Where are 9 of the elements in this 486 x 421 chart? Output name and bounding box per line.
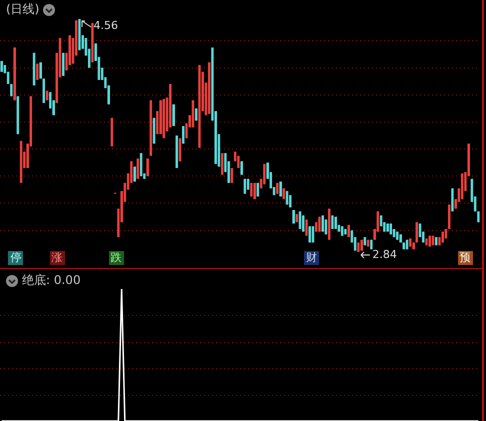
annotation: 4.56 bbox=[93, 18, 118, 32]
annotation: 跌 bbox=[108, 251, 124, 265]
annotation: 涨 bbox=[50, 251, 65, 265]
chart-title: (日线) bbox=[6, 1, 40, 18]
chart-title: 绝底: 0.00 bbox=[22, 272, 81, 289]
annotation: 预 bbox=[458, 251, 473, 265]
annotation: 停 bbox=[8, 251, 24, 265]
annotation: 2.84 bbox=[372, 248, 397, 261]
annotation: 财 bbox=[304, 251, 319, 265]
